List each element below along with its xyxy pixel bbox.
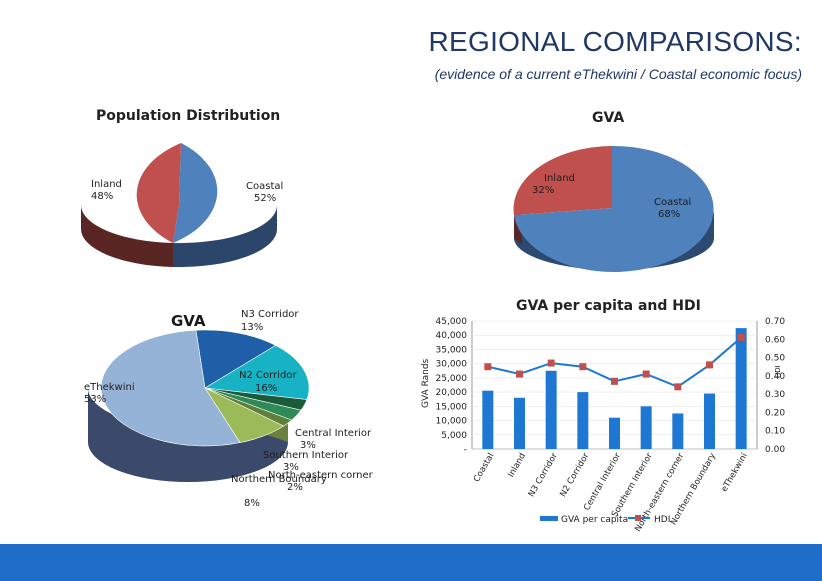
- regional-label-north-eastern: North-eastern corner: [268, 470, 374, 481]
- combo-y2tick-label: 0.60: [765, 335, 785, 345]
- population-value-coastal: 52%: [254, 193, 276, 204]
- population-label-coastal: Coastal: [246, 181, 283, 192]
- combo-ytick-label: 40,000: [436, 331, 468, 341]
- footer-bar: [0, 544, 822, 581]
- slide-subtitle: (evidence of a current eThekwini / Coast…: [434, 66, 802, 82]
- gva-per-capita-bar: [482, 390, 494, 449]
- combo-ytick-label: 5,000: [441, 431, 467, 441]
- combo-y2tick-label: 0.50: [765, 354, 785, 364]
- regional-gva-title: GVA: [171, 312, 206, 330]
- combo-xtick-label: N2 Corridor: [558, 451, 591, 499]
- regional-gva-pie: N3 Corridor 13% N2 Corridor 16% eThekwin…: [84, 309, 374, 509]
- population-pie-side-coastal: [173, 205, 278, 268]
- combo-ytick-label: 10,000: [436, 417, 468, 427]
- population-chart-title: Population Distribution: [96, 108, 281, 124]
- hdi-point: [737, 333, 745, 341]
- gva-per-capita-bar: [545, 370, 557, 449]
- population-slice-inland: [136, 143, 181, 243]
- legend-swatch-hdi-marker: [635, 515, 641, 521]
- hdi-point: [674, 383, 682, 391]
- combo-y2tick-label: 0.00: [765, 445, 785, 455]
- regional-value-n3: 13%: [241, 322, 263, 333]
- combo-y2tick-label: 0.20: [765, 408, 785, 418]
- combo-ytick-label: 25,000: [436, 374, 468, 384]
- combo-ytick-label: 30,000: [436, 360, 468, 370]
- gva-per-capita-bar: [577, 392, 589, 449]
- hdi-point: [579, 363, 587, 371]
- regional-value-north-eastern: 2%: [287, 482, 303, 493]
- gva-per-capita-bar: [672, 413, 684, 449]
- combo-y2tick-label: 0.40: [765, 372, 785, 382]
- hdi-point: [706, 361, 713, 369]
- gva-per-capita-bar: [640, 406, 652, 449]
- gva-per-capita-bar: [735, 328, 747, 449]
- combo-y2tick-label: 0.70: [765, 317, 785, 327]
- combo-ytick-label: 15,000: [436, 402, 468, 412]
- slide-title: REGIONAL COMPARISONS:: [428, 26, 802, 57]
- regional-slice-n3-corridor: [195, 329, 277, 389]
- combo-ytick-label: 35,000: [436, 345, 468, 355]
- gva-value-coastal: 68%: [658, 209, 680, 220]
- hdi-point: [484, 363, 492, 371]
- gva-per-capita-bar: [609, 417, 620, 449]
- regional-slice-n2-corridor: [204, 345, 310, 400]
- hdi-point: [547, 359, 555, 367]
- combo-xtick-label: N3 Corridor: [527, 451, 560, 499]
- population-pie-side-inland: [80, 205, 173, 267]
- regional-label-n2: N2 Corridor: [239, 370, 297, 381]
- gva-label-coastal: Coastal: [654, 197, 691, 208]
- combo-chart-title: GVA per capita and HDI: [516, 298, 701, 314]
- regional-value-southern: 3%: [283, 462, 299, 473]
- regional-label-ethekwini: eThekwini: [84, 382, 135, 393]
- combo-xtick-label: Inland: [506, 452, 528, 480]
- hdi-point: [516, 370, 523, 378]
- hdi-point: [611, 377, 618, 385]
- gva-chart-title: GVA: [592, 110, 625, 126]
- legend-label-hdi: HDI: [654, 515, 670, 525]
- combo-y2tick-label: 0.30: [765, 390, 785, 400]
- regional-value-n2: 16%: [255, 383, 277, 394]
- regional-value-northern: 8%: [244, 498, 260, 509]
- regional-value-ethekwini: 53%: [84, 394, 106, 405]
- population-label-inland: Inland: [91, 179, 122, 190]
- gva-per-capita-bar: [704, 393, 715, 449]
- gva-value-inland: 32%: [532, 185, 554, 196]
- population-pie: Inland 48% Coastal 52%: [80, 143, 283, 268]
- gva-pie: Inland 32% Coastal 68%: [513, 145, 714, 272]
- gva-slice-inland: [513, 146, 612, 215]
- gva-slice-coastal: [514, 145, 714, 272]
- legend-swatch-gva: [540, 516, 558, 521]
- population-slice-coastal: [173, 143, 218, 243]
- combo-y2tick-label: 0.10: [765, 427, 785, 437]
- regional-slice-ethekwini: [100, 329, 241, 447]
- gva-per-capita-bar: [514, 397, 525, 449]
- regional-value-central: 3%: [300, 440, 316, 451]
- combo-xtick-label: eThekwini: [720, 452, 750, 494]
- combo-ytick-label: 20,000: [436, 388, 468, 398]
- regional-label-n3: N3 Corridor: [241, 309, 299, 320]
- regional-label-northern: Northern Boundary: [231, 474, 327, 485]
- regional-label-southern: Southern Interior: [263, 450, 349, 461]
- combo-ytick-label: 45,000: [436, 317, 468, 327]
- hdi-point: [642, 370, 650, 378]
- population-value-inland: 48%: [91, 191, 113, 202]
- combo-xtick-label: Coastal: [472, 452, 497, 484]
- combo-ytick-label: -: [464, 445, 467, 455]
- combo-ylabel: GVA Rands: [421, 358, 431, 408]
- legend-label-gva: GVA per capita: [561, 515, 628, 525]
- combo-y2label: HDI: [774, 365, 782, 378]
- regional-label-central: Central Interior: [295, 428, 372, 439]
- gva-label-inland: Inland: [544, 173, 575, 184]
